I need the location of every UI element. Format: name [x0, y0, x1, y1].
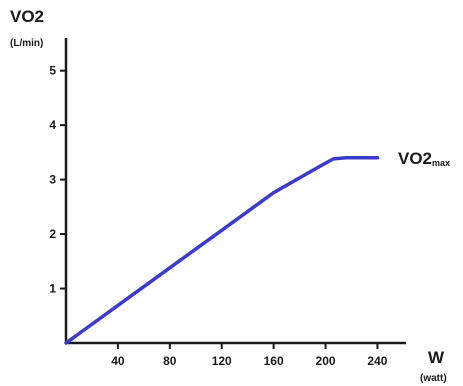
- vo2max-annotation-main: VO2: [398, 149, 432, 168]
- y-axis-unit: (L/min): [10, 38, 43, 49]
- x-tick-label: 240: [367, 354, 387, 368]
- x-tick-label: 40: [111, 354, 125, 368]
- vo2max-annotation-sub: max: [432, 158, 450, 168]
- y-ticks: 1 2 3 4 5: [49, 64, 66, 296]
- x-tick-label: 200: [316, 354, 336, 368]
- y-axis-title: VO2: [10, 7, 44, 26]
- vo2-series-line: [64, 156, 380, 345]
- x-ticks: 40 80 120 160 200 240: [111, 343, 388, 368]
- series-layer: [64, 156, 380, 345]
- y-tick-label: 3: [49, 173, 56, 187]
- vo2max-annotation: VO2max: [398, 149, 450, 168]
- y-tick-label: 1: [49, 282, 56, 296]
- x-axis-unit: (watt): [420, 373, 447, 384]
- x-tick-label: 120: [212, 354, 232, 368]
- x-tick-label: 160: [264, 354, 284, 368]
- y-tick-label: 4: [49, 118, 56, 132]
- y-tick-label: 5: [49, 64, 56, 78]
- y-tick-label: 2: [49, 227, 56, 241]
- x-tick-label: 80: [163, 354, 177, 368]
- x-axis-title: W: [428, 348, 445, 367]
